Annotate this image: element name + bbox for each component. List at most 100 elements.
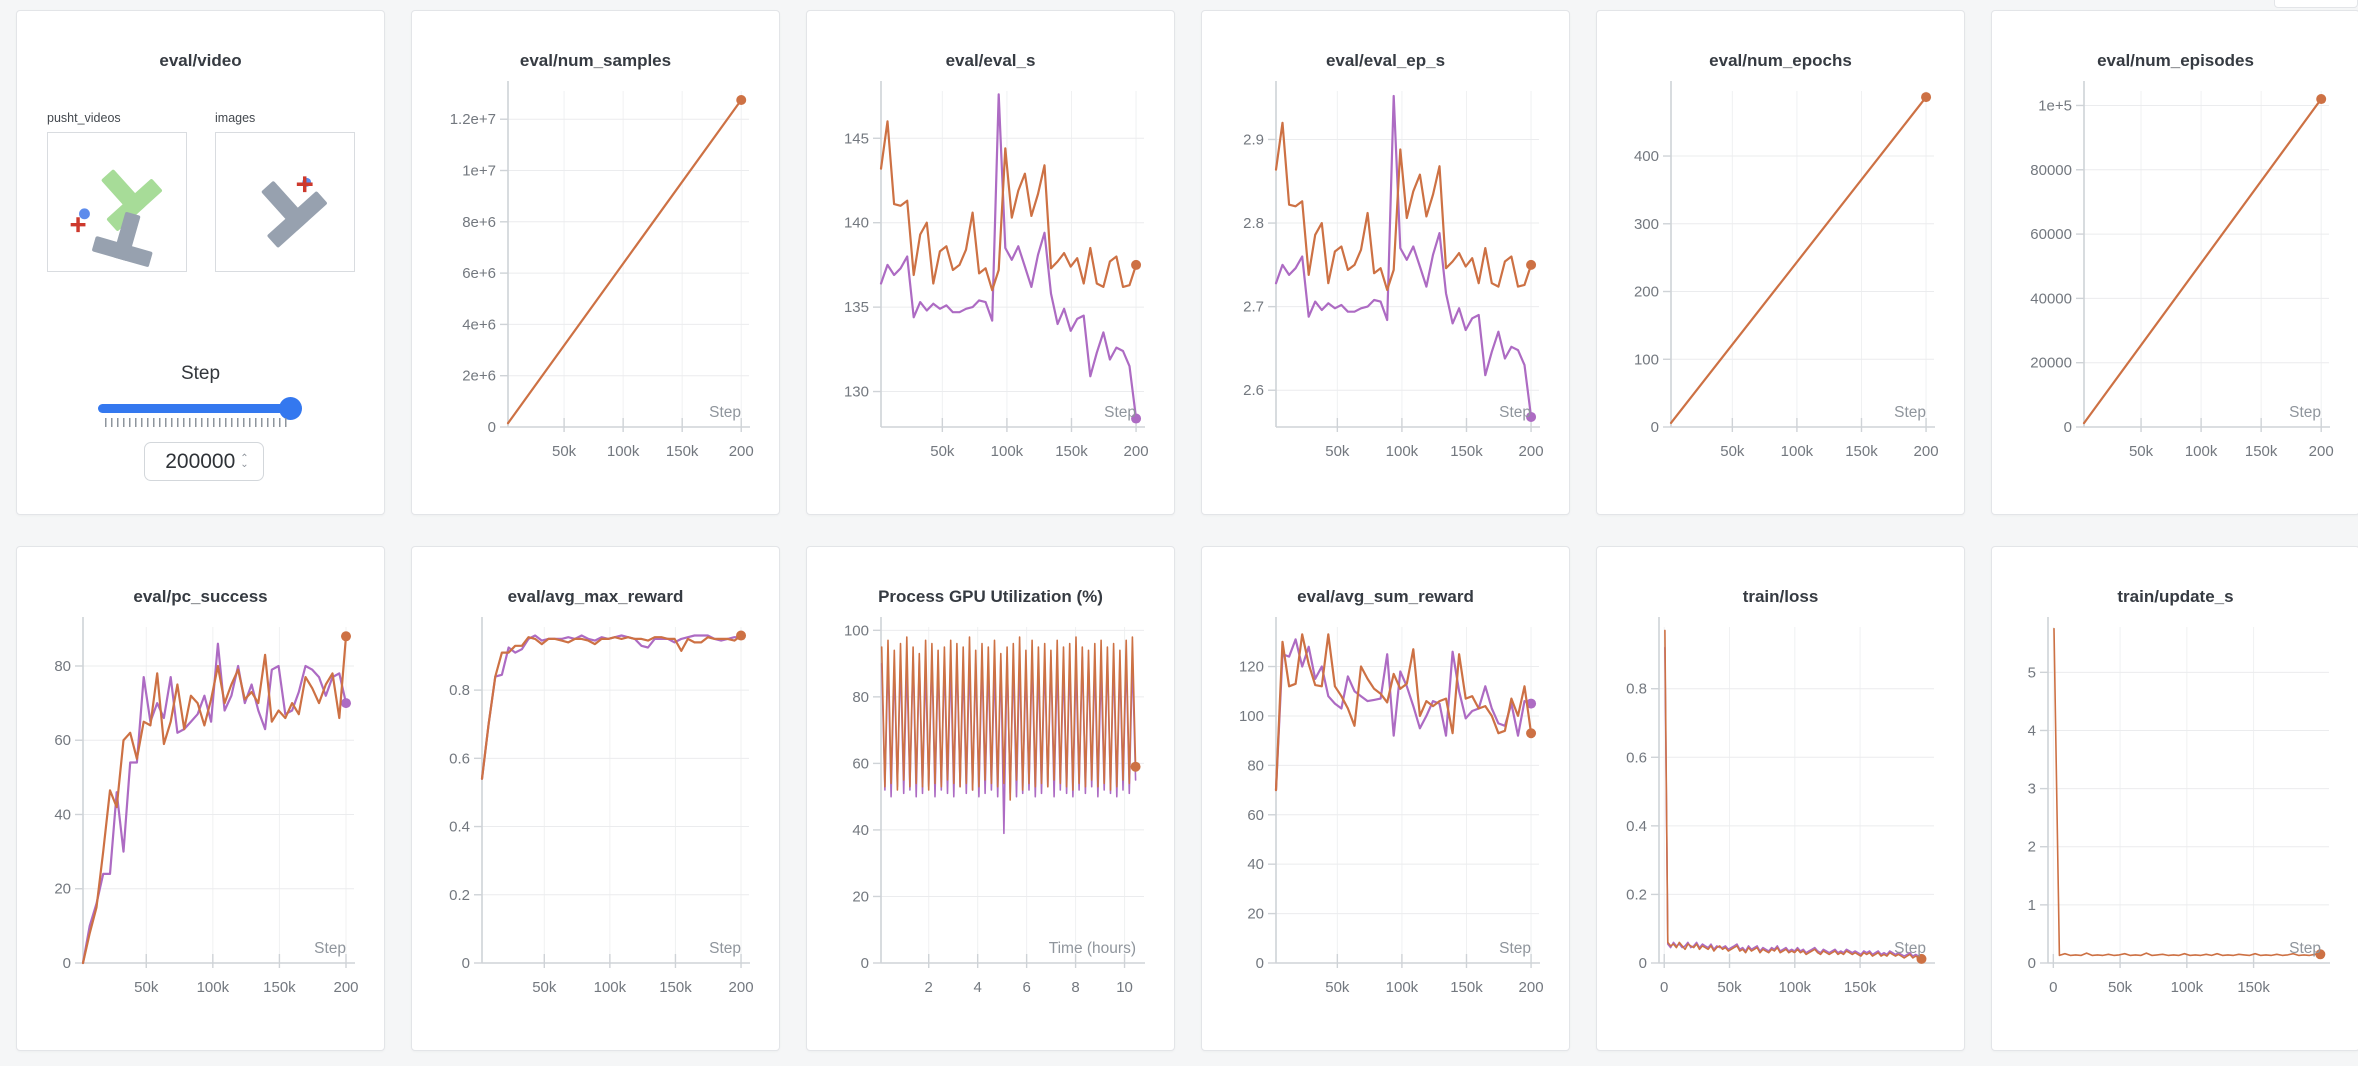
svg-text:100k: 100k — [1779, 979, 1812, 996]
svg-text:0: 0 — [861, 955, 869, 972]
panel-title: eval/eval_s — [945, 51, 1036, 70]
step-slider-label: Step — [180, 363, 221, 384]
images-scene-graphic — [261, 176, 327, 248]
step-number-input-box[interactable]: ⌃⌄ — [144, 442, 264, 481]
svg-text:200: 200 — [2309, 443, 2334, 460]
panel-grid: eval/video pusht_videos — [16, 10, 2358, 1051]
line-chart[interactable]: 0 100 200 300 400 50k 100k 150k 200 Step — [1597, 75, 1964, 495]
svg-text:Step: Step — [709, 404, 741, 421]
svg-text:Step: Step — [1499, 940, 1531, 957]
svg-text:0.2: 0.2 — [449, 887, 470, 904]
svg-text:20: 20 — [1247, 906, 1264, 923]
step-up-icon[interactable]: ⌃ — [240, 452, 249, 464]
stepper-arrows[interactable]: ⌃ ⌄ — [240, 452, 249, 470]
svg-text:1e+7: 1e+7 — [462, 163, 496, 180]
panel-title: eval/video — [159, 51, 242, 70]
panel-eval-num-epochs[interactable]: eval/num_epochs 0 100 200 300 400 50k 100k 150k… — [1596, 10, 1965, 515]
media-label: pusht_videos — [47, 111, 121, 125]
svg-text:100: 100 — [844, 622, 869, 639]
svg-text:100k: 100k — [607, 443, 640, 460]
panel-eval-pc-success[interactable]: eval/pc_success 0 20 40 60 80 50k 100k 150k 200 S… — [16, 546, 385, 1051]
svg-text:100k: 100k — [197, 979, 230, 996]
svg-text:0: 0 — [2049, 979, 2057, 996]
svg-text:Time (hours): Time (hours) — [1049, 940, 1136, 957]
svg-text:0: 0 — [1651, 419, 1659, 436]
step-slider-ticks — [105, 418, 291, 427]
panel-title: eval/num_samples — [519, 51, 672, 70]
line-chart[interactable]: 0 20000 40000 60000 80000 1e+5 50k 100k 150k 200 S… — [1992, 75, 2358, 495]
svg-text:200: 200 — [333, 979, 358, 996]
svg-text:135: 135 — [844, 299, 869, 316]
svg-text:100k: 100k — [1386, 443, 1419, 460]
svg-text:2.8: 2.8 — [1243, 215, 1264, 232]
panel-title: Process GPU Utilization (%) — [878, 587, 1103, 606]
svg-text:150k: 150k — [2237, 979, 2270, 996]
svg-text:0.4: 0.4 — [1626, 818, 1647, 835]
svg-text:150k: 150k — [1450, 979, 1483, 996]
panel-eval-avg-max-reward[interactable]: eval/avg_max_reward 0 0.2 0.4 0.6 0.8 50k 100k… — [411, 546, 780, 1051]
svg-text:4e+6: 4e+6 — [462, 316, 496, 333]
svg-text:80: 80 — [852, 689, 869, 706]
line-chart[interactable]: 0 2e+6 4e+6 6e+6 8e+6 1e+7 1.2e+7 50k 100k 150k 20… — [412, 75, 779, 495]
media-cell-images: images — [215, 111, 355, 272]
svg-text:200: 200 — [729, 979, 754, 996]
svg-text:0: 0 — [1639, 955, 1647, 972]
svg-text:130: 130 — [844, 384, 869, 401]
svg-text:0: 0 — [1660, 979, 1668, 996]
svg-text:100k: 100k — [991, 443, 1024, 460]
svg-text:100k: 100k — [2185, 443, 2218, 460]
panel-gpu-utilization[interactable]: Process GPU Utilization (%) 0 20 40 60 80 100… — [806, 546, 1175, 1051]
svg-text:10: 10 — [1116, 979, 1133, 996]
panel-title: eval/avg_sum_reward — [1297, 587, 1474, 606]
svg-text:50k: 50k — [532, 979, 557, 996]
svg-text:Step: Step — [2289, 404, 2321, 421]
svg-text:150k: 150k — [2245, 443, 2278, 460]
svg-text:200: 200 — [1634, 284, 1659, 301]
media-label: images — [215, 111, 256, 125]
panel-eval-avg-sum-reward[interactable]: eval/avg_sum_reward 0 20 40 60 80 100 120 50k 10… — [1201, 546, 1570, 1051]
svg-text:50k: 50k — [1717, 979, 1742, 996]
svg-text:150k: 150k — [1845, 443, 1878, 460]
line-chart[interactable]: 0 20 40 60 80 100 2 4 6 8 10 Time (hours) — [807, 611, 1174, 1031]
svg-text:300: 300 — [1634, 216, 1659, 233]
svg-text:0.6: 0.6 — [1626, 749, 1647, 766]
svg-text:150k: 150k — [1450, 443, 1483, 460]
svg-text:50k: 50k — [930, 443, 955, 460]
panel-eval-num-episodes[interactable]: eval/num_episodes 0 20000 40000 60000 80000 1… — [1991, 10, 2358, 515]
svg-text:1.2e+7: 1.2e+7 — [450, 111, 496, 128]
svg-text:100: 100 — [1239, 708, 1264, 725]
line-chart[interactable]: 0 20 40 60 80 50k 100k 150k 200 Step — [17, 611, 384, 1031]
panel-title: train/update_s — [2117, 587, 2234, 606]
panel-train-loss[interactable]: train/loss 0 0.2 0.4 0.6 0.8 0 50k 100k 150k Step — [1596, 546, 1965, 1051]
panel-train-update-s[interactable]: train/update_s 0 1 2 3 4 5 0 50k 100k 150k Step — [1991, 546, 2358, 1051]
svg-text:200: 200 — [1914, 443, 1939, 460]
panel-eval-video: eval/video pusht_videos — [16, 10, 385, 515]
svg-text:200: 200 — [1519, 443, 1544, 460]
panel-eval-eval-s[interactable]: eval/eval_s 130 135 140 145 50k 100k 150k 200 St… — [806, 10, 1175, 515]
svg-text:2: 2 — [2028, 839, 2036, 856]
images-thumbnail[interactable] — [215, 132, 355, 272]
svg-text:20000: 20000 — [2030, 355, 2072, 372]
svg-text:60: 60 — [852, 755, 869, 772]
line-chart[interactable]: 2.6 2.7 2.8 2.9 50k 100k 150k 200 Step — [1202, 75, 1569, 495]
line-chart[interactable]: 0 0.2 0.4 0.6 0.8 0 50k 100k 150k Step — [1597, 611, 1964, 1031]
svg-text:Step: Step — [314, 940, 346, 957]
step-slider-thumb[interactable] — [279, 397, 302, 420]
media-row: pusht_videos — [47, 111, 355, 272]
svg-text:0: 0 — [1256, 955, 1264, 972]
step-down-icon[interactable]: ⌄ — [240, 458, 249, 470]
partial-panel-edge — [2274, 0, 2358, 8]
panel-title: eval/num_episodes — [2097, 51, 2254, 70]
panel-eval-eval-ep-s[interactable]: eval/eval_ep_s 2.6 2.7 2.8 2.9 50k 100k 150k 20… — [1201, 10, 1570, 515]
step-slider-track[interactable] — [98, 404, 301, 413]
svg-text:6: 6 — [1022, 979, 1030, 996]
line-chart[interactable]: 0 20 40 60 80 100 120 50k 100k 150k 200 Step — [1202, 611, 1569, 1031]
panel-eval-num-samples[interactable]: eval/num_samples 0 2e+6 4e+6 6e+6 8e+6 1e+7 1.… — [411, 10, 780, 515]
svg-text:200: 200 — [1519, 979, 1544, 996]
pusht-video-thumbnail[interactable] — [47, 132, 187, 272]
svg-text:100k: 100k — [1386, 979, 1419, 996]
line-chart[interactable]: 130 135 140 145 50k 100k 150k 200 Step — [807, 75, 1174, 495]
step-number-input[interactable] — [159, 449, 236, 474]
line-chart[interactable]: 0 1 2 3 4 5 0 50k 100k 150k Step — [1992, 611, 2358, 1031]
line-chart[interactable]: 0 0.2 0.4 0.6 0.8 50k 100k 150k 200 Step — [412, 611, 779, 1031]
